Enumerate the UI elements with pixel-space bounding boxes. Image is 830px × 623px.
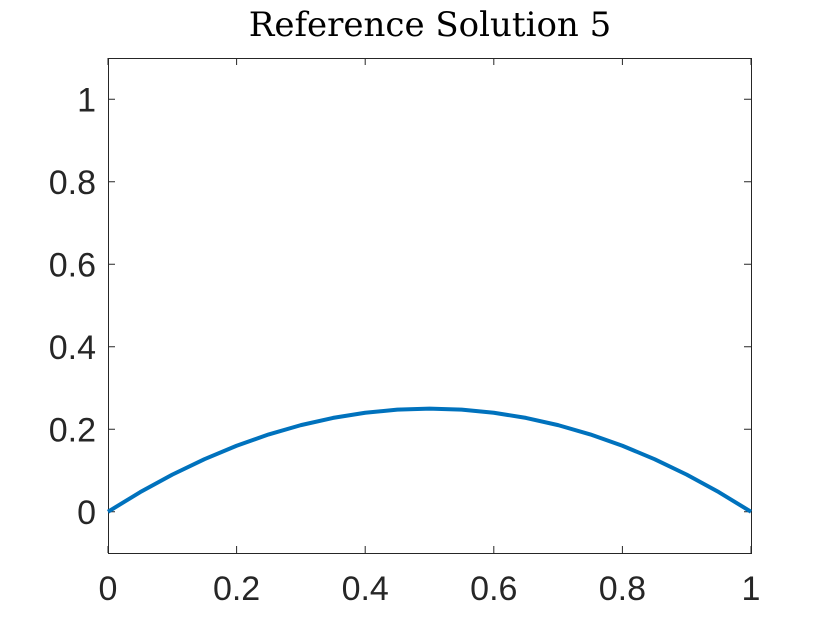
x-tick-label: 1 [742,570,761,608]
y-tick-label: 0.8 [49,164,96,202]
chart-title: Reference Solution 5 [249,5,612,45]
x-tick-label: 0.8 [599,570,646,608]
x-tick-label: 0.6 [470,570,517,608]
x-tick-label: 0.2 [213,570,260,608]
y-tick-label: 0.2 [49,411,96,449]
x-tick-label: 0 [99,570,118,608]
series-layer [106,406,753,514]
axis-ticks: 0 0.2 0.4 0.6 0.8 1 0 0.2 0.4 0.6 0.8 1 [49,58,761,608]
y-tick-label: 1 [77,81,96,119]
x-tick-label: 0.4 [342,570,389,608]
plot-area [108,58,752,554]
y-tick-label: 0.4 [49,329,96,367]
y-tick-label: 0 [77,494,96,532]
y-tick-label: 0.6 [49,246,96,284]
series-line [106,406,753,514]
